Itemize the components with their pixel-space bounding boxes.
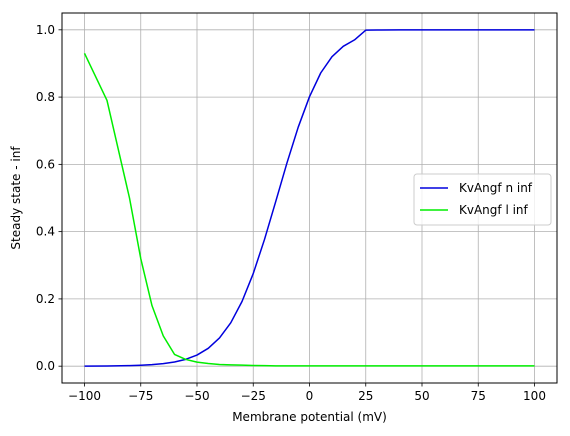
legend: KvAngf n inf KvAngf l inf: [413, 173, 552, 226]
y-tick-label: 1.0: [36, 23, 55, 37]
legend-label: KvAngf l inf: [459, 203, 529, 217]
y-tick-label: 0.8: [36, 90, 55, 104]
x-tick-label: 0: [306, 389, 314, 403]
x-tick-label: 75: [471, 389, 486, 403]
series-line-1: [84, 29, 535, 367]
x-axis-label: Membrane potential (mV): [232, 410, 387, 424]
axis-ticks: −100 −75 −50 −25 0 25 50 75 100 0.0 0.2 0.4 0.6 0.8 1.…: [36, 23, 546, 403]
x-tick-label: 25: [358, 389, 373, 403]
x-tick-label: −25: [241, 389, 266, 403]
y-tick-label: 0.6: [36, 157, 55, 171]
x-tick-label: −50: [184, 389, 209, 403]
series-line-2: [83, 53, 535, 367]
legend-box: [413, 173, 552, 226]
y-tick-label: 0.0: [36, 359, 55, 373]
legend-label: KvAngf n inf: [459, 181, 533, 195]
y-tick-label: 0.4: [36, 225, 55, 239]
x-tick-label: 50: [414, 389, 429, 403]
x-tick-label: −75: [128, 389, 153, 403]
y-tick-label: 0.2: [36, 292, 55, 306]
x-tick-label: 100: [523, 389, 546, 403]
y-axis-label: Steady state - inf: [9, 146, 23, 250]
series-lines: [83, 29, 535, 367]
x-tick-label: −100: [68, 389, 101, 403]
